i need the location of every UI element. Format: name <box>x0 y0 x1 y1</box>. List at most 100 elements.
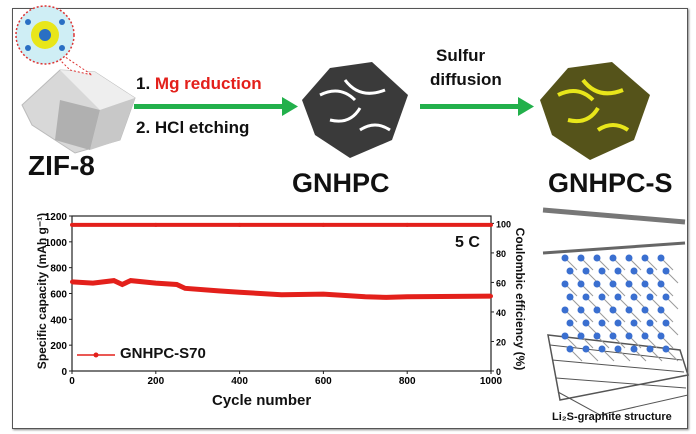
data-point <box>279 292 284 297</box>
li-atom <box>561 306 569 314</box>
li-atom <box>641 306 649 314</box>
li-atom <box>625 332 633 340</box>
y-tick-label: 1000 <box>45 238 68 249</box>
x-tick-label: 200 <box>147 376 164 387</box>
step-3-line-2: diffusion <box>430 70 502 89</box>
y2-tick-label: 0 <box>496 367 501 377</box>
x-tick-label: 400 <box>231 376 248 387</box>
li-atom <box>609 254 617 262</box>
data-point <box>489 222 493 227</box>
li-atom <box>598 267 606 275</box>
data-point <box>405 222 410 227</box>
li-atom <box>625 280 633 288</box>
gnhpc-label: GNHPC <box>292 168 390 198</box>
arrow-2-icon <box>420 97 534 116</box>
arrow-1-icon <box>134 97 298 116</box>
li-atom <box>582 345 590 353</box>
li-atom <box>566 319 574 327</box>
li-atom <box>641 332 649 340</box>
li-atom <box>593 280 601 288</box>
li-atom <box>630 293 638 301</box>
gnhpc-s-particle-icon <box>540 62 650 160</box>
li-atom <box>598 345 606 353</box>
y2-tick-label: 60 <box>496 278 506 288</box>
li-atom <box>625 254 633 262</box>
li2s-graphite-structure-icon <box>542 207 689 416</box>
li-atom <box>646 319 654 327</box>
x-tick-label: 0 <box>69 376 75 387</box>
li-atom <box>614 345 622 353</box>
rate-annotation: 5 C <box>455 234 480 251</box>
li-atom <box>662 319 670 327</box>
li-atom <box>598 293 606 301</box>
li-atom <box>630 319 638 327</box>
x-axis-label: Cycle number <box>212 392 312 409</box>
li-atom <box>657 332 665 340</box>
data-point <box>363 294 368 299</box>
y-tick-label: 400 <box>50 315 67 326</box>
data-point <box>237 290 242 295</box>
li-atom <box>662 293 670 301</box>
li-atom <box>662 345 670 353</box>
li-atom <box>630 345 638 353</box>
li-atom <box>593 254 601 262</box>
li-atom <box>598 319 606 327</box>
y2-tick-label: 100 <box>496 219 511 229</box>
y-tick-label: 600 <box>50 290 67 301</box>
y-tick-label: 200 <box>50 341 67 352</box>
li-atom <box>561 280 569 288</box>
zif8-label: ZIF-8 <box>28 150 95 181</box>
data-point <box>216 288 221 293</box>
li-atom <box>614 319 622 327</box>
legend-label: GNHPC-S70 <box>120 345 206 362</box>
li-atom <box>566 293 574 301</box>
li-atom <box>657 280 665 288</box>
zif8-structure-inset-icon <box>15 5 75 65</box>
li-atom <box>625 306 633 314</box>
li-atom <box>657 306 665 314</box>
data-point <box>321 222 326 227</box>
data-point <box>70 279 74 284</box>
li-atom <box>593 332 601 340</box>
figure-frame <box>12 8 688 429</box>
li-atom <box>582 293 590 301</box>
series-line <box>71 278 492 300</box>
li-atom <box>577 254 585 262</box>
y-tick-label: 800 <box>50 264 67 275</box>
li-atom <box>609 332 617 340</box>
x-tick-label: 800 <box>399 376 416 387</box>
y2-tick-label: 80 <box>496 249 506 259</box>
structure-caption: Li₂S-graphite structure <box>552 411 672 423</box>
li-atom <box>630 267 638 275</box>
li-atom <box>577 332 585 340</box>
li-atom <box>561 254 569 262</box>
data-point <box>384 295 389 300</box>
y-axis-label: Specific capacity (mAh g⁻¹) <box>35 212 49 370</box>
li-atom <box>609 280 617 288</box>
li-atom <box>577 306 585 314</box>
li-atom <box>641 280 649 288</box>
data-point <box>120 282 125 287</box>
step-1-text: Mg reduction <box>154 74 262 93</box>
li-atom <box>582 319 590 327</box>
data-point <box>174 282 179 287</box>
step-3-line-1: Sulfur <box>436 46 486 65</box>
legend-marker <box>93 352 99 358</box>
data-point <box>90 281 95 286</box>
y2-tick-label: 20 <box>496 337 506 347</box>
li-atom <box>566 267 574 275</box>
step-1-number: 1. <box>136 74 155 93</box>
li-atom <box>582 267 590 275</box>
li-atom <box>577 280 585 288</box>
y2-axis-label: Coulombic efficiency (%) <box>513 227 527 371</box>
li-atom <box>566 345 574 353</box>
li-atom <box>614 267 622 275</box>
y-tick-label: 0 <box>61 367 67 378</box>
li-atom <box>646 345 654 353</box>
step-1-label: 1. Mg reduction <box>136 74 262 94</box>
li-atom <box>614 293 622 301</box>
y-tick-label: 1200 <box>45 212 68 223</box>
data-point <box>237 222 242 227</box>
